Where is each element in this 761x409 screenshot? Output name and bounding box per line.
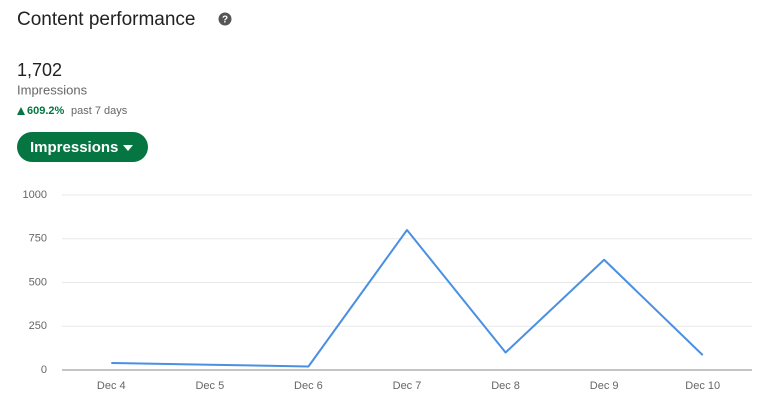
period-label: past 7 days <box>71 105 128 117</box>
x-tick-label: Dec 4 <box>97 380 126 392</box>
x-tick-label: Dec 9 <box>590 380 619 392</box>
plot: 0 250 500 750 1000 Dec 4 Dec 5 Dec 6 Dec 7 Dec 8 D… <box>23 189 752 392</box>
y-tick-label: 1000 <box>23 189 47 201</box>
help-mark[interactable]: ? <box>222 15 228 26</box>
dropdown-caret[interactable] <box>123 145 133 151</box>
up-arrow <box>17 107 25 115</box>
total-value: 1,702 <box>17 60 62 80</box>
x-tick-label: Dec 6 <box>294 380 323 392</box>
y-tick-label: 250 <box>29 320 47 332</box>
dropdown-button[interactable] <box>17 132 148 162</box>
y-tick-label: 750 <box>29 233 47 245</box>
dropdown-label[interactable]: Impressions <box>30 139 118 156</box>
metric-label: Impressions <box>17 82 88 97</box>
x-tick-label: Dec 7 <box>393 380 422 392</box>
help-circle[interactable] <box>218 12 232 26</box>
page-title: Content performance <box>17 9 196 30</box>
x-tick-label: Dec 10 <box>685 380 720 392</box>
change-value: 609.2% <box>27 105 65 117</box>
metric-dropdown[interactable]: Impressions <box>17 132 148 162</box>
line-series <box>111 229 704 368</box>
y-tick-label: 500 <box>29 276 47 288</box>
help-icon[interactable]: ? <box>218 12 232 26</box>
x-tick-label: Dec 8 <box>491 380 520 392</box>
x-tick-label: Dec 5 <box>195 380 224 392</box>
y-tick-label: 0 <box>41 364 47 376</box>
